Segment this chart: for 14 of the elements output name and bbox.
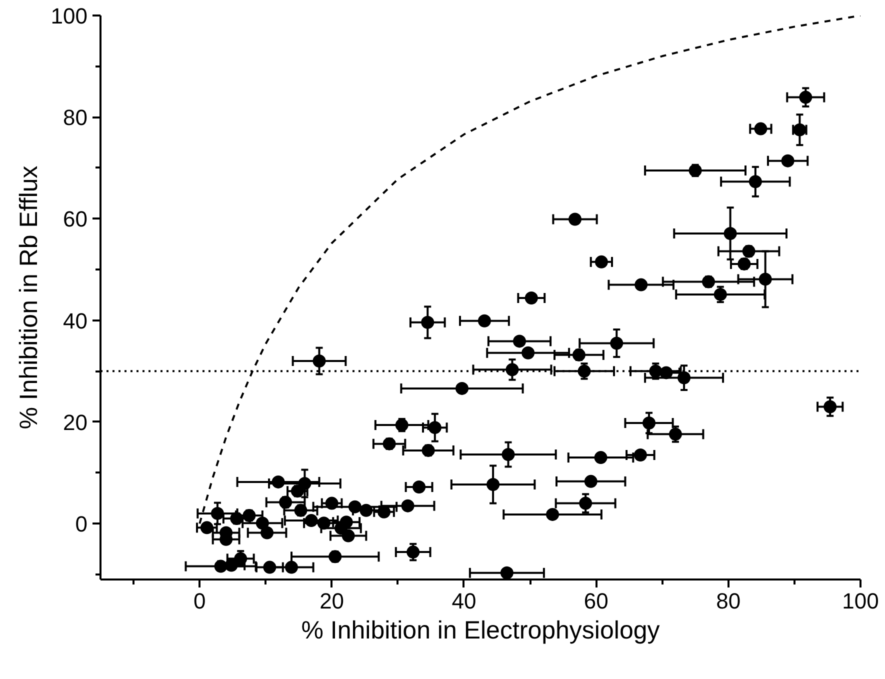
y-tick-label: 0 [75,512,88,537]
y-tick-label: 60 [63,206,88,232]
y-axis-title: % Inhibition in Rb Efflux [14,165,43,430]
x-tick-label: 80 [716,588,741,614]
x-tick-label: 0 [194,588,206,614]
x-tick-label: 60 [584,588,608,614]
y-tick-label: 20 [63,410,88,435]
x-tick-label: 40 [452,588,476,614]
y-tick-label: 40 [63,308,88,334]
x-tick-label: 100 [842,588,879,614]
x-tick-label: 20 [320,588,344,614]
y-tick-label: 80 [63,105,88,130]
x-axis-title: % Inhibition in Electrophysiology [301,616,660,644]
y-tick-label: 100 [50,4,88,28]
